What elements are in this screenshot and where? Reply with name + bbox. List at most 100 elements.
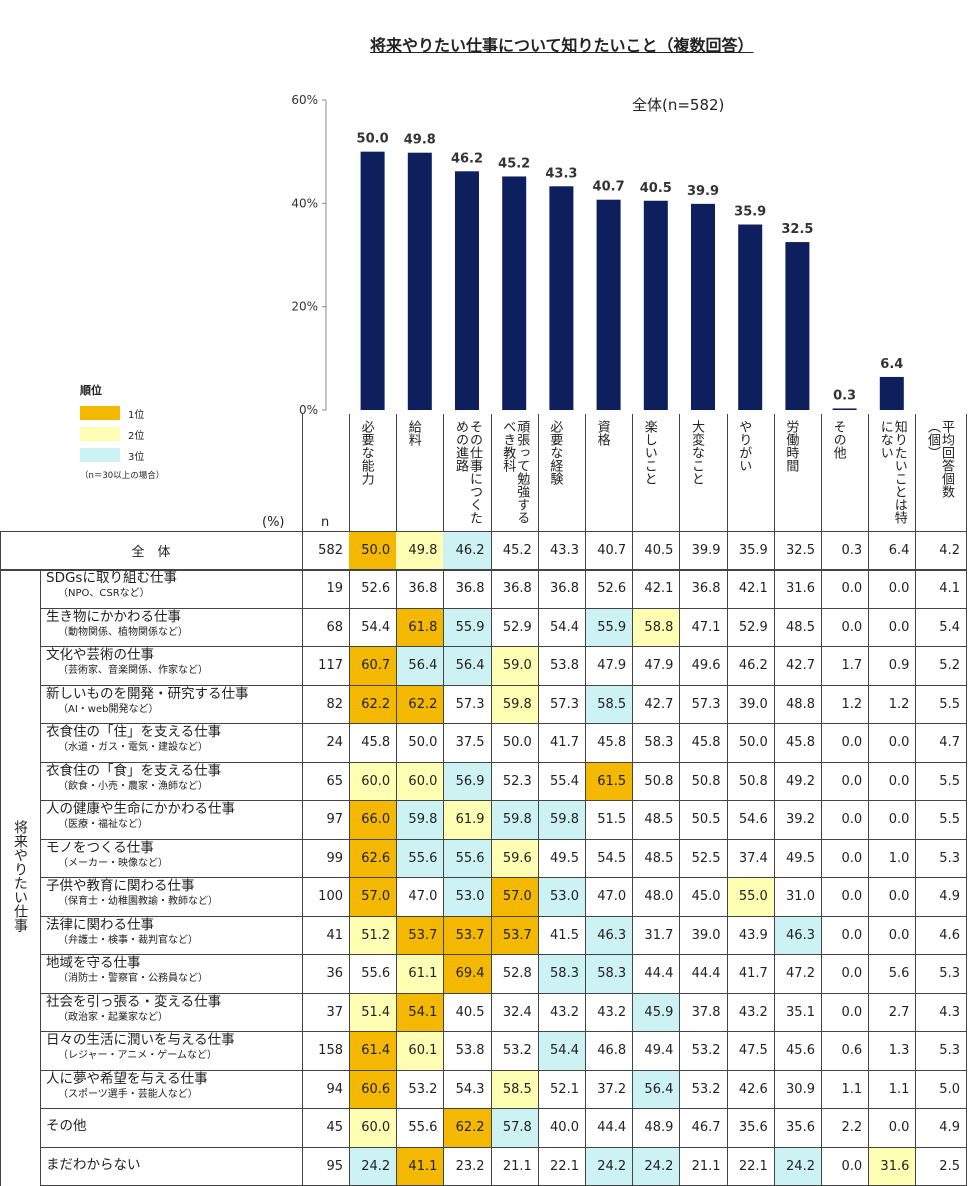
bar-value-label: 40.5 [640, 181, 672, 196]
table-cell: 66.0 [350, 801, 397, 839]
table-cell: 37.2 [597, 1081, 627, 1097]
table-cell: 53.2 [408, 1081, 438, 1097]
chart-title: 将来やりたい仕事について知りたいこと（複数回答） [370, 36, 754, 55]
table-cell: 4.9 [939, 889, 960, 905]
table-cell: 49.5 [786, 850, 815, 866]
legend-item-rank3: 3位 [80, 448, 164, 463]
table-cell: 0.0 [841, 1004, 863, 1020]
table-cell: 35.1 [786, 1004, 815, 1020]
table-cell: 46.8 [597, 1043, 627, 1059]
table-cell: 36.8 [550, 581, 579, 597]
table-cell: 52.5 [691, 850, 721, 866]
table-cell: 41.7 [738, 966, 768, 982]
table-cell: 45.8 [597, 735, 627, 751]
legend-item-rank1: 1位 [80, 406, 164, 421]
table-cell: 5.6 [888, 966, 910, 982]
table-cell: 5.4 [939, 619, 960, 635]
bar [549, 186, 574, 410]
bar [407, 152, 432, 410]
table-cell: 4.3 [939, 1004, 960, 1020]
table-cell: 62.6 [350, 839, 397, 877]
total-row-cell: 40.7 [597, 543, 627, 558]
table-cell: 5.2 [939, 658, 960, 674]
total-row-cell: 0.3 [841, 543, 863, 558]
table-cell: 48.0 [644, 889, 674, 905]
table-cell: 39.2 [786, 812, 815, 828]
table-cell: 4.1 [939, 581, 960, 597]
legend-swatch-rank1 [80, 406, 120, 420]
column-header: 必要な能力 [358, 420, 374, 485]
table-cell: 2.7 [888, 1004, 910, 1020]
table-cell: 56.9 [444, 762, 491, 800]
row-label-sub: （政治家・起業家など） [58, 1011, 168, 1023]
table-cell: 57.0 [491, 878, 538, 916]
row-label-main: 文化や芸術の仕事 [46, 647, 154, 663]
table-hline [40, 1031, 966, 1032]
row-label-sub: （消防士・警察官・公務員など） [58, 973, 208, 984]
table-cell: 31.7 [644, 927, 674, 943]
table-cell: 24.2 [633, 1147, 680, 1185]
table-cell: 47.9 [597, 658, 627, 674]
row-label-main: 子供や教育に関わる仕事 [46, 878, 195, 894]
row-label-main: 法律に関わる仕事 [46, 916, 154, 933]
row-n: 94 [326, 1081, 343, 1097]
table-cell: 53.0 [444, 878, 491, 916]
row-label-main: 衣食住の「住」を支える仕事 [46, 724, 222, 740]
table-cell: 53.2 [691, 1043, 721, 1059]
table-cell: 41.1 [397, 1147, 444, 1185]
table-cell: 62.2 [444, 1109, 491, 1147]
table-hline [40, 877, 966, 878]
row-label: 社会を引っ張る・変える仕事 （政治家・起業家など） [46, 994, 221, 1025]
table-cell: 31.0 [786, 889, 815, 905]
bar [785, 242, 810, 410]
rank-legend: 順位 1位 2位 3位 （n＝30以上の場合） [80, 382, 164, 481]
row-label-main: 地域を守る仕事 [46, 955, 141, 971]
table-cell: 59.8 [538, 801, 585, 839]
table-cell: 5.0 [939, 1081, 960, 1097]
total-row-cell: 43.3 [550, 543, 579, 558]
table-cell: 0.0 [841, 581, 863, 597]
row-label-sub: （メーカー・映像など） [58, 857, 168, 869]
row-label-sub: （飲食・小売・農家・漁師など） [58, 780, 208, 792]
table-cell: 53.7 [491, 916, 538, 954]
bar [502, 176, 527, 410]
table-cell: 55.9 [586, 608, 633, 646]
table-cell: 1.3 [888, 1043, 910, 1059]
table-cell: 48.5 [644, 812, 674, 828]
y-tick-label: 40% [291, 196, 318, 210]
table-hline [40, 646, 966, 647]
row-label-main: 日々の生活に潤いを与える仕事 [46, 1032, 235, 1048]
table-cell: 59.8 [397, 801, 444, 839]
table-cell: 45.8 [691, 735, 721, 751]
table-cell: 24.2 [586, 1147, 633, 1185]
table-cell: 57.0 [350, 878, 397, 916]
column-header: その他 [830, 420, 846, 459]
table-cell: 52.6 [597, 581, 627, 597]
table-cell: 54.4 [538, 1032, 585, 1070]
column-header: その仕事につくための進路 [453, 420, 482, 524]
row-n: 82 [326, 696, 343, 712]
table-cell: 35.6 [738, 1120, 768, 1136]
table-cell: 0.0 [888, 773, 910, 789]
table-cell: 31.6 [786, 581, 815, 597]
table-cell: 0.0 [841, 966, 863, 982]
table-cell: 49.4 [644, 1043, 674, 1059]
table-cell: 55.6 [444, 839, 491, 877]
table-cell: 52.8 [502, 966, 532, 982]
table-hline [40, 684, 966, 686]
table-cell: 5.5 [939, 696, 960, 712]
table-cell: 53.8 [550, 658, 579, 674]
table-cell: 55.6 [361, 966, 391, 982]
table-cell: 59.8 [491, 685, 538, 723]
table-cell: 36.8 [408, 581, 438, 597]
row-n: 158 [318, 1043, 343, 1059]
row-label: 地域を守る仕事 （消防士・警察官・公務員など） [46, 956, 208, 986]
table-cell: 54.3 [455, 1081, 485, 1097]
table-cell: 60.7 [350, 647, 397, 685]
table-cell: 59.6 [491, 839, 538, 877]
table-cell: 22.1 [550, 1158, 579, 1174]
table-cell: 41.7 [550, 735, 579, 751]
row-label-sub: （芸術家、音楽関係、作家など） [58, 665, 208, 676]
table-cell: 0.0 [888, 812, 910, 828]
column-header: 知りたいことは特にない [877, 420, 907, 524]
